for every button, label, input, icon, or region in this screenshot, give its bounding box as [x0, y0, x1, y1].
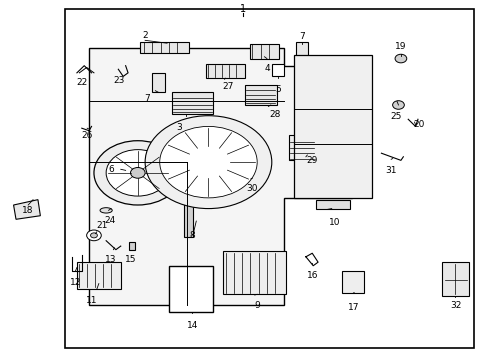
Text: 26: 26: [81, 131, 92, 140]
Circle shape: [87, 230, 101, 241]
Polygon shape: [89, 48, 352, 305]
Text: 1: 1: [240, 4, 245, 14]
Ellipse shape: [100, 208, 112, 213]
Circle shape: [395, 54, 407, 63]
Polygon shape: [294, 55, 372, 198]
Text: 17: 17: [348, 303, 360, 312]
Text: 3: 3: [176, 123, 182, 132]
Text: 28: 28: [270, 111, 281, 120]
Text: 32: 32: [450, 301, 461, 310]
Text: 21: 21: [97, 221, 108, 230]
Text: 7: 7: [299, 32, 305, 41]
Bar: [296, 42, 308, 57]
Circle shape: [145, 116, 272, 208]
Text: 12: 12: [70, 278, 81, 287]
Text: 24: 24: [104, 216, 115, 225]
Polygon shape: [14, 200, 40, 219]
Text: 20: 20: [413, 120, 424, 129]
Bar: [184, 194, 193, 237]
Text: 16: 16: [306, 271, 318, 280]
Text: 6: 6: [108, 165, 114, 174]
Text: 27: 27: [222, 82, 234, 91]
Bar: [140, 42, 189, 53]
Text: 2: 2: [142, 31, 148, 40]
Bar: [223, 251, 287, 294]
Text: 19: 19: [395, 42, 407, 51]
Bar: [289, 135, 316, 160]
Text: 22: 22: [76, 78, 87, 87]
Circle shape: [106, 150, 170, 196]
Text: 7: 7: [145, 94, 150, 103]
Text: 29: 29: [306, 156, 318, 165]
Bar: [65, 9, 474, 348]
Text: 8: 8: [189, 231, 195, 240]
Text: 9: 9: [254, 301, 260, 310]
Text: 14: 14: [187, 321, 198, 330]
Bar: [170, 266, 213, 312]
Polygon shape: [442, 262, 469, 296]
Text: 23: 23: [114, 76, 125, 85]
Circle shape: [130, 167, 145, 178]
Text: 11: 11: [86, 296, 98, 305]
Circle shape: [94, 141, 182, 205]
Bar: [343, 271, 365, 293]
Bar: [316, 200, 350, 208]
Text: 25: 25: [391, 112, 402, 121]
Circle shape: [392, 101, 404, 109]
Text: 13: 13: [105, 255, 117, 264]
Text: 5: 5: [275, 85, 281, 94]
Text: 30: 30: [246, 184, 258, 193]
Text: 4: 4: [264, 64, 270, 73]
Circle shape: [160, 126, 257, 198]
Bar: [250, 44, 279, 59]
Bar: [245, 85, 277, 105]
Text: 18: 18: [23, 206, 34, 215]
Text: 10: 10: [329, 217, 341, 226]
Bar: [206, 64, 245, 78]
Bar: [77, 262, 121, 289]
Circle shape: [91, 233, 98, 238]
Bar: [230, 158, 262, 178]
Text: 15: 15: [125, 255, 136, 264]
Bar: [152, 73, 165, 93]
Text: 31: 31: [386, 166, 397, 175]
Bar: [129, 242, 135, 249]
Bar: [172, 93, 213, 114]
Bar: [272, 64, 284, 76]
